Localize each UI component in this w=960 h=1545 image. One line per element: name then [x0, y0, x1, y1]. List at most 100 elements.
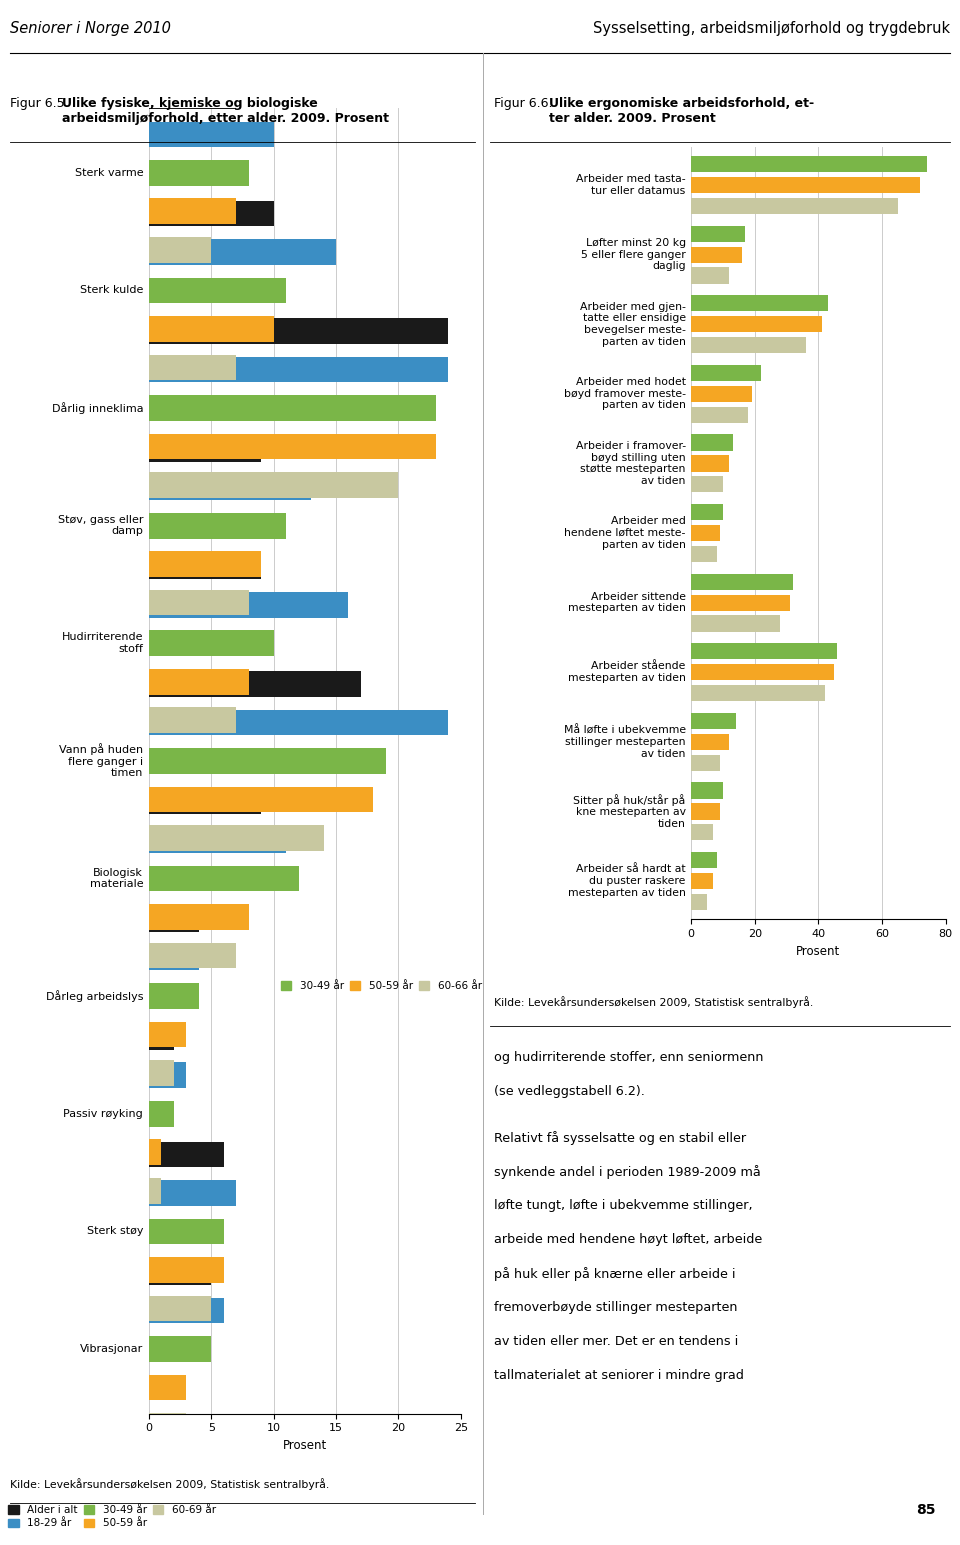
Bar: [691, 156, 926, 173]
Bar: [149, 553, 261, 579]
Bar: [149, 788, 261, 814]
Bar: [691, 573, 793, 590]
Bar: [691, 434, 732, 451]
Text: (se vedleggstabell 6.2).: (se vedleggstabell 6.2).: [494, 1085, 645, 1097]
Text: Kilde: Levekårsundersøkelsen 2009, Statistisk sentralbyrå.: Kilde: Levekårsundersøkelsen 2009, Stati…: [494, 997, 814, 1009]
Bar: [691, 782, 723, 799]
Bar: [691, 664, 834, 680]
Bar: [149, 239, 336, 264]
Bar: [691, 873, 713, 888]
Bar: [149, 1298, 224, 1324]
Bar: [149, 317, 274, 341]
Bar: [149, 630, 274, 657]
Bar: [691, 295, 828, 312]
Bar: [149, 1180, 236, 1205]
Text: Figur 6.6.: Figur 6.6.: [494, 97, 557, 110]
Text: synkende andel i perioden 1989-2009 må: synkende andel i perioden 1989-2009 må: [494, 1165, 761, 1179]
Bar: [149, 904, 249, 930]
Bar: [149, 513, 286, 539]
Bar: [149, 396, 436, 420]
Bar: [149, 1296, 211, 1321]
Bar: [691, 198, 898, 215]
Bar: [149, 198, 236, 224]
Legend: Alder i alt, 18-29 år, 30-49 år, 50-59 år, 60-69 år: Alder i alt, 18-29 år, 30-49 år, 50-59 å…: [4, 1502, 220, 1533]
Bar: [691, 476, 723, 493]
Bar: [691, 525, 720, 541]
Bar: [149, 590, 249, 615]
Bar: [149, 946, 199, 970]
Bar: [149, 1375, 186, 1400]
Bar: [149, 474, 311, 501]
Text: Ulike ergonomiske arbeidsforhold, et-
ter alder. 2009. Prosent: Ulike ergonomiske arbeidsforhold, et- te…: [549, 97, 814, 125]
Bar: [691, 734, 730, 749]
Bar: [691, 504, 723, 521]
Bar: [691, 595, 790, 610]
Bar: [691, 386, 752, 402]
Bar: [691, 178, 920, 193]
Bar: [149, 907, 199, 932]
Bar: [691, 684, 825, 701]
Text: løfte tungt, løfte i ubekvemme stillinger,: løfte tungt, løfte i ubekvemme stillinge…: [494, 1199, 753, 1211]
Bar: [691, 247, 742, 263]
Bar: [149, 827, 286, 853]
Bar: [149, 122, 274, 147]
Bar: [149, 1336, 211, 1361]
Bar: [149, 786, 373, 813]
Bar: [149, 748, 386, 774]
Bar: [149, 318, 448, 345]
Text: Figur 6.5.: Figur 6.5.: [10, 97, 72, 110]
X-axis label: Prosent: Prosent: [282, 1438, 327, 1452]
Bar: [149, 1021, 186, 1048]
Text: Ulike fysiske, kjemiske og biologiske
arbeidsmiljøforhold, etter alder. 2009. Pr: Ulike fysiske, kjemiske og biologiske ar…: [62, 97, 390, 125]
Bar: [149, 1142, 224, 1166]
Bar: [691, 365, 761, 382]
Bar: [149, 201, 274, 226]
Bar: [691, 823, 713, 840]
Text: tallmaterialet at seniorer i mindre grad: tallmaterialet at seniorer i mindre grad: [494, 1369, 744, 1381]
Text: Seniorer i Norge 2010: Seniorer i Norge 2010: [10, 20, 171, 36]
Bar: [691, 267, 730, 284]
Bar: [691, 712, 735, 729]
Bar: [691, 851, 716, 868]
Bar: [149, 278, 286, 303]
Bar: [149, 709, 448, 735]
Bar: [149, 1414, 186, 1438]
Bar: [149, 1177, 161, 1204]
Bar: [691, 456, 730, 471]
Text: arbeide med hendene høyt løftet, arbeide: arbeide med hendene høyt løftet, arbeide: [494, 1233, 762, 1245]
Text: på huk eller på knærne eller arbeide i: på huk eller på knærne eller arbeide i: [494, 1267, 736, 1281]
Bar: [149, 236, 211, 263]
Bar: [149, 1219, 224, 1244]
Bar: [691, 615, 780, 632]
Bar: [149, 161, 249, 185]
Bar: [149, 473, 398, 497]
Bar: [149, 865, 299, 891]
Bar: [149, 669, 249, 695]
Bar: [149, 1139, 161, 1165]
Bar: [691, 406, 749, 423]
Text: og hudirriterende stoffer, enn seniormenn: og hudirriterende stoffer, enn seniormen…: [494, 1051, 764, 1063]
Bar: [149, 1024, 174, 1049]
Bar: [691, 226, 745, 243]
Bar: [691, 754, 720, 771]
Bar: [149, 1259, 211, 1285]
Bar: [149, 83, 236, 108]
Bar: [149, 355, 236, 380]
Bar: [691, 337, 805, 354]
Bar: [149, 1063, 186, 1088]
X-axis label: Prosent: Prosent: [796, 944, 841, 958]
Text: Kilde: Levekårsundersøkelsen 2009, Statistisk sentralbyrå.: Kilde: Levekårsundersøkelsen 2009, Stati…: [10, 1479, 329, 1491]
Bar: [149, 1258, 224, 1282]
Bar: [149, 357, 448, 383]
Bar: [149, 983, 199, 1009]
Bar: [149, 1102, 174, 1126]
Text: fremoverbøyde stillinger mesteparten: fremoverbøyde stillinger mesteparten: [494, 1301, 738, 1313]
Bar: [149, 592, 348, 618]
Text: 85: 85: [917, 1503, 936, 1517]
Bar: [691, 545, 716, 562]
Bar: [149, 942, 236, 969]
Bar: [691, 803, 720, 819]
Bar: [149, 708, 236, 734]
Bar: [149, 825, 324, 851]
Text: Relativt få sysselsatte og en stabil eller: Relativt få sysselsatte og en stabil ell…: [494, 1131, 747, 1145]
